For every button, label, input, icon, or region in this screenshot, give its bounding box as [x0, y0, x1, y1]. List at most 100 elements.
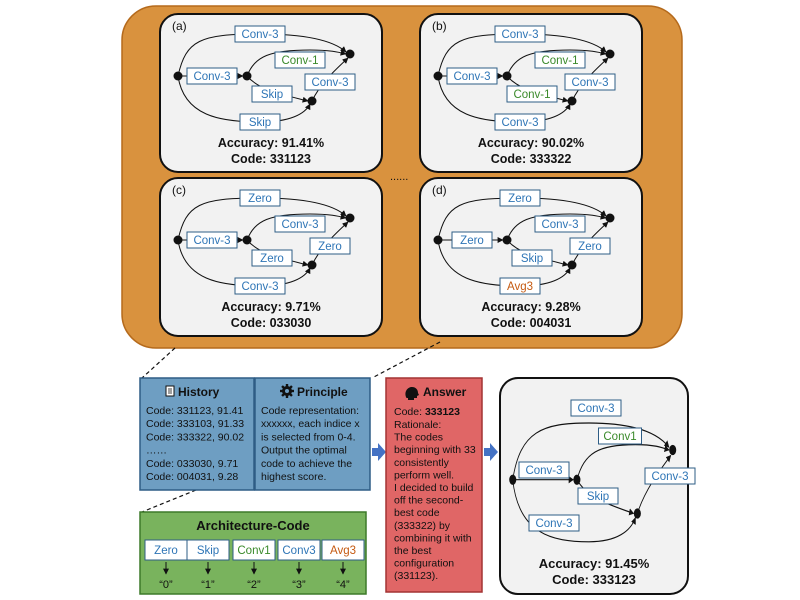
op-label: Skip	[511, 249, 553, 267]
edge-1	[246, 49, 347, 77]
arrow-to-answer	[372, 443, 386, 461]
op-text: Conv-1	[541, 55, 578, 67]
op-text: Zero	[248, 193, 272, 205]
node-3	[345, 49, 355, 59]
op-text: Conv-3	[501, 29, 538, 41]
head-icon	[405, 387, 419, 400]
result-edge-4	[512, 479, 636, 543]
op-label: Zero	[499, 189, 541, 207]
op-label: Conv-3	[494, 25, 546, 43]
arch-item: Skip “1”	[186, 539, 230, 591]
text-line: best code	[394, 507, 440, 519]
op-text: Zero	[578, 241, 602, 253]
answer-box	[385, 377, 483, 593]
op-label: Conv-3	[564, 73, 616, 91]
node-1	[242, 235, 252, 245]
op-text: Skip	[521, 253, 543, 265]
op-text: Conv-3	[311, 77, 348, 89]
op-text: Conv-1	[281, 55, 318, 67]
node-1	[242, 71, 252, 81]
op-text: Conv-3	[193, 71, 230, 83]
op-text: Avg3	[507, 281, 533, 293]
op-text: Conv-3	[281, 219, 318, 231]
panel-tag: (d)	[432, 183, 447, 197]
op-box	[528, 514, 580, 532]
node-0	[173, 235, 183, 245]
op-box	[564, 73, 616, 91]
op-box	[499, 189, 541, 207]
op-label: Zero	[309, 237, 351, 255]
op-label: Conv-3	[274, 215, 326, 233]
panel-code: Code: 333322	[491, 152, 572, 166]
op-box	[570, 399, 622, 417]
zoom-line-left	[141, 347, 176, 379]
text-line: consistently	[394, 457, 450, 469]
arch-op-text: Conv3	[282, 545, 315, 557]
op-box	[494, 113, 546, 131]
op-label: Conv-3	[186, 231, 238, 249]
text-line: is selected from 0-4.	[261, 431, 356, 443]
op-label: Zero	[451, 231, 493, 249]
text-line: Code: 331123, 91.41	[146, 405, 243, 417]
text-line: code to achieve the	[261, 458, 352, 470]
result-panel: Conv-3 Conv-3 Conv1 Conv-3 Skip Conv-3 Accurac…	[499, 377, 696, 595]
op-text: Skip	[587, 491, 609, 503]
op-text: Conv-3	[577, 403, 614, 415]
node-0	[433, 235, 443, 245]
op-label: Conv-3	[304, 73, 356, 91]
text-line: beginning with 33	[394, 444, 476, 456]
op-label: Avg3	[499, 277, 541, 295]
op-text: Zero	[460, 235, 484, 247]
principle-lines: Code representation:xxxxxx, each indice …	[261, 405, 360, 483]
node-3	[345, 213, 355, 223]
result-op-label: Conv1	[598, 427, 642, 445]
op-label: Conv-1	[534, 51, 586, 69]
op-label: Conv-1	[506, 85, 558, 103]
text-line: Output the optimal	[261, 445, 347, 457]
text-line: configuration	[394, 558, 454, 570]
node-0	[433, 71, 443, 81]
answer-title: Answer	[423, 385, 467, 399]
arch-code-text: “3”	[292, 579, 306, 591]
arch-code-text: “1”	[201, 579, 215, 591]
op-box	[186, 231, 238, 249]
op-box	[304, 73, 356, 91]
panel-c: ZeroConv-3Conv-3ZeroZeroConv-3(c)Accurac…	[159, 177, 383, 337]
op-box	[234, 277, 286, 295]
text-line: off the second-	[394, 495, 464, 507]
node-3	[605, 213, 615, 223]
text-line: Code: 004031, 9.28	[146, 471, 238, 483]
op-text: Conv-3	[193, 235, 230, 247]
history-icon	[165, 385, 175, 397]
op-label: Conv-3	[186, 67, 238, 85]
result-accuracy: Accuracy: 91.45%	[539, 556, 650, 571]
arch-op-text: Conv1	[237, 545, 270, 557]
op-text: Conv-3	[541, 219, 578, 231]
gear-icon	[280, 384, 294, 398]
arch-code-text: “4”	[336, 579, 350, 591]
node-3	[605, 49, 615, 59]
node-1	[502, 235, 512, 245]
arch-item: Conv1 “2”	[232, 539, 276, 591]
text-line: highest score.	[261, 471, 326, 483]
architecture-code-title: Architecture-Code	[196, 518, 309, 533]
panel-code: Code: 033030	[231, 316, 312, 330]
zoom-line-bottom	[141, 489, 197, 513]
op-label: Conv-3	[234, 277, 286, 295]
op-label: Conv-3	[446, 67, 498, 85]
op-box	[534, 51, 586, 69]
arch-code-text: “2”	[247, 579, 261, 591]
node-0	[173, 71, 183, 81]
panel-tag: (c)	[172, 183, 186, 197]
result-op-label: Conv-3	[528, 514, 580, 532]
edge-1	[506, 213, 607, 241]
op-box	[274, 215, 326, 233]
result-edge-0	[512, 422, 670, 480]
arch-op-text: Zero	[154, 545, 178, 557]
arch-code-text: “0”	[159, 579, 173, 591]
text-line: xxxxxx, each indice x	[261, 418, 360, 430]
panel-accuracy: Accuracy: 90.02%	[478, 136, 584, 150]
op-text: Skip	[249, 117, 271, 129]
